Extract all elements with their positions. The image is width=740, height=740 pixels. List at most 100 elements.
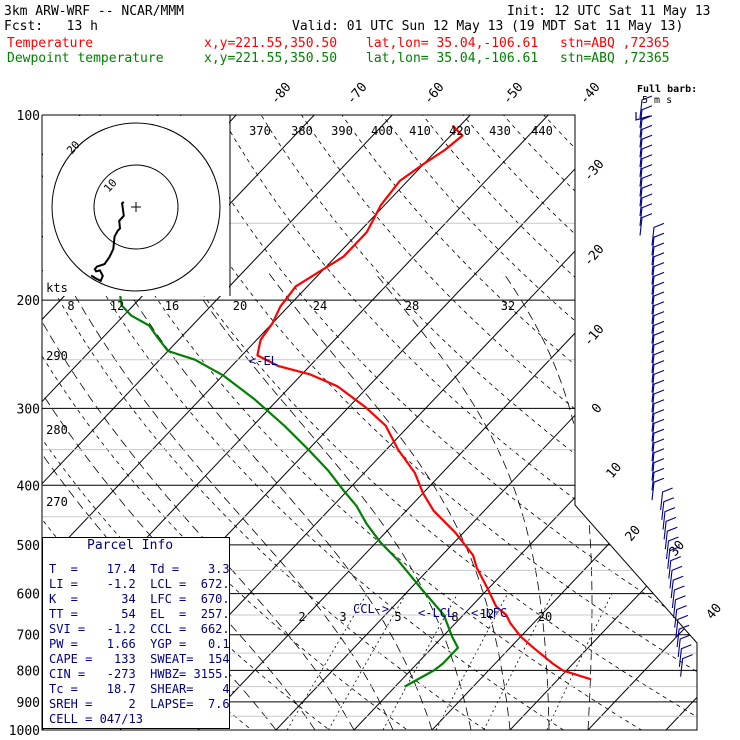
wind-barb <box>664 526 678 550</box>
wind-barb <box>651 320 665 344</box>
mixing-ratio-line <box>382 593 459 730</box>
wind-barb <box>651 369 665 393</box>
dry-adiabat <box>58 115 664 730</box>
moist-adiabat <box>502 271 593 730</box>
dry-adiabat <box>422 115 697 730</box>
dry-adiabat <box>42 115 426 730</box>
moist-adiabat <box>61 271 394 730</box>
wind-barb <box>639 173 653 197</box>
mixing-ratio-label: 3 <box>339 610 346 624</box>
parcel-row-svi-ccl: SVI = -1.2 CCL = 662. <box>49 622 230 636</box>
wind-barb <box>639 95 653 119</box>
mixing-ratio-label: 2 <box>298 610 305 624</box>
wind-barb <box>651 477 665 501</box>
moist-adiabat <box>183 271 472 730</box>
wind-barb <box>651 428 665 452</box>
theta-label: 440 <box>531 124 553 138</box>
isotherm-label: 10 <box>604 460 626 482</box>
wind-barb <box>651 222 665 246</box>
barb-key-label: Full barb: <box>637 84 698 95</box>
wind-barb <box>651 281 665 305</box>
wind-barb <box>678 644 692 667</box>
model-title: 3km ARW-WRF -- NCAR/MMM <box>4 4 185 19</box>
wind-barb <box>668 556 682 579</box>
legend-temperature-latlon: lat,lon= 35.04,-106.61 <box>366 36 539 51</box>
moist-adiabat <box>116 271 433 730</box>
mixing-ratio-label: 8 <box>451 610 458 624</box>
parcel-row-t-td: T = 17.4 Td = 3.3 <box>49 562 230 576</box>
wind-barb <box>670 575 684 599</box>
pressure-label: 400 <box>17 479 40 494</box>
level-annotation: <-LFC <box>471 606 507 620</box>
valid-time: Valid: 01 UTC Sun 12 May 13 (19 MDT Sat … <box>292 19 684 34</box>
pressure-label: 100 <box>17 109 40 124</box>
speed-scale-label: 12 <box>110 299 124 313</box>
wind-barb <box>639 203 653 226</box>
theta-label: 400 <box>371 124 393 138</box>
forecast-hour: Fcst: 13 h <box>4 19 98 34</box>
theta-label: 430 <box>489 124 511 138</box>
level-annotation: CCL-> <box>353 602 389 616</box>
wind-barb <box>639 154 653 177</box>
wind-barb <box>662 507 676 530</box>
parcel-info-panel: Parcel Info T = 17.4 Td = 3.3 LI = -1.2 … <box>42 537 237 729</box>
mixing-ratio-line <box>546 593 613 730</box>
wind-barb <box>639 144 653 168</box>
dry-adiabat <box>260 115 697 730</box>
pressure-label: 700 <box>17 629 40 644</box>
barb-key-icon <box>635 112 651 121</box>
isotherm-label: 30 <box>667 538 689 560</box>
wind-barb <box>651 340 665 364</box>
legend-dewpoint-xy: x,y=221.55,350.50 <box>204 51 338 66</box>
speed-scale-label: 28 <box>405 299 419 313</box>
speed-scale-label: 8 <box>67 299 74 313</box>
dry-adiabat <box>301 115 697 730</box>
theta-label: 410 <box>409 124 431 138</box>
legend-temperature: Temperature <box>7 36 94 51</box>
wind-barb <box>639 105 653 128</box>
theta-label: 390 <box>331 124 353 138</box>
wind-barb <box>651 360 665 383</box>
theta-label: 420 <box>449 124 471 138</box>
mixing-ratio-line <box>435 593 508 730</box>
wind-barb <box>651 350 665 373</box>
dry-adiabat <box>139 115 697 730</box>
parcel-row-tt-el: TT = 54 EL = 257. <box>49 607 230 621</box>
wind-barb <box>651 330 665 354</box>
isotherm-line <box>0 115 2 740</box>
isotherm-line <box>185 115 697 730</box>
wind-barb <box>677 634 691 658</box>
isotherm-line <box>42 115 393 730</box>
dry-adiabat <box>664 115 697 730</box>
wind-barb <box>651 262 665 285</box>
dry-adiabat <box>42 115 585 730</box>
wind-barb <box>651 291 665 315</box>
legend-temperature-stn: stn=ABQ ,72365 <box>560 36 670 51</box>
speed-scale-label: 20 <box>233 299 247 313</box>
level-annotation: <-LCL <box>418 606 454 620</box>
hodograph-ring <box>93 164 179 250</box>
speed-scale-label: 24 <box>313 299 327 313</box>
parcel-info-title: Parcel Info <box>87 538 174 553</box>
barb-key-units: 5 m s <box>642 95 673 106</box>
wind-barb <box>663 516 677 540</box>
wind-barb <box>639 115 653 138</box>
isotherm-line <box>497 115 697 730</box>
isotherm-line <box>42 115 471 730</box>
legend-dewpoint-stn: stn=ABQ ,72365 <box>560 51 670 66</box>
wind-barb <box>669 565 683 589</box>
parcel-row-li-lcl: LI = -1.2 LCL = 672. <box>49 577 230 591</box>
speed-scale-label: 16 <box>165 299 179 313</box>
dry-adiabat <box>220 115 697 730</box>
mixing-ratio-label: 5 <box>394 610 401 624</box>
legend-temperature-xy: x,y=221.55,350.50 <box>204 36 338 51</box>
dry-adiabat <box>341 115 697 730</box>
pressure-label: 1000 <box>9 724 40 739</box>
theta-label: 280 <box>46 423 68 437</box>
moist-adiabat <box>373 271 550 730</box>
parcel-row-k-lfc: K = 34 LFC = 670. <box>49 592 230 606</box>
theta-label: 270 <box>46 495 68 509</box>
isotherm-label: -30 <box>581 157 608 185</box>
isotherm-label: -70 <box>344 80 371 108</box>
wind-barb <box>651 311 665 334</box>
